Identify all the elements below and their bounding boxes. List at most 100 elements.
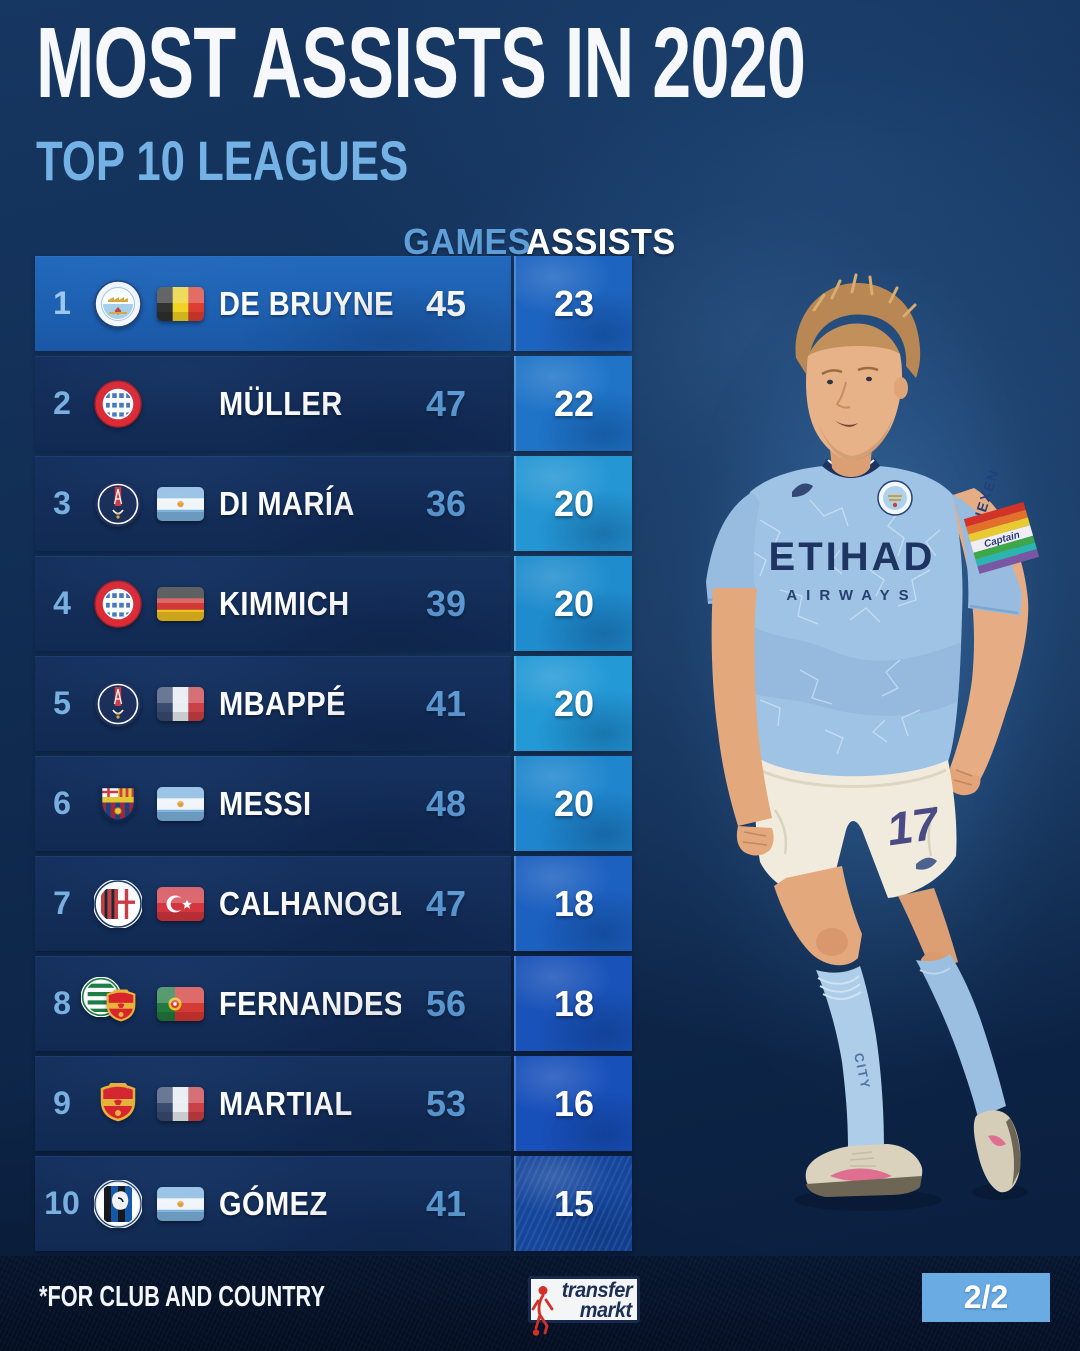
games-value: 36 xyxy=(425,482,467,524)
table-row: 10 GÓMEZ 41 15 xyxy=(35,1156,632,1251)
assists-value: 20 xyxy=(553,582,595,624)
flag-argentina-icon xyxy=(157,486,204,521)
club-logo-slot xyxy=(89,275,147,333)
shorts: 17 xyxy=(755,758,957,902)
collar xyxy=(822,458,880,478)
backdrop-glow xyxy=(664,270,1080,1120)
puma-logo-icon xyxy=(792,483,813,497)
club-logo-bayern-munich-icon xyxy=(94,579,142,628)
rank-number: 9 xyxy=(53,1085,71,1121)
table-row: 5 MBAPPÉ 41 20 xyxy=(35,656,632,751)
player-right-arm xyxy=(711,588,774,856)
rank-number: 10 xyxy=(44,1185,80,1221)
games-value: 47 xyxy=(425,882,467,924)
flag-belgium-icon xyxy=(157,286,204,321)
assists-value: 20 xyxy=(553,682,595,724)
row-main-cell: 4 KIMMICH 39 xyxy=(35,556,511,651)
assists-value: 16 xyxy=(553,1082,595,1124)
club-logo-manchester-city-icon xyxy=(94,279,142,328)
socks: CITY xyxy=(816,954,1006,1148)
club-crest-icon xyxy=(877,480,913,516)
club-logo-slot xyxy=(89,375,147,433)
player-name: GÓMEZ xyxy=(219,1184,328,1222)
club-logo-slot xyxy=(89,875,147,933)
page-subtitle: TOP 10 LEAGUES xyxy=(36,129,409,192)
row-main-cell: 6 MESSI 48 xyxy=(35,756,511,851)
rainbow-captain-armband: Captain xyxy=(963,502,1040,574)
flag-argentina-icon xyxy=(157,786,204,821)
boots xyxy=(805,1110,1021,1197)
games-value: 48 xyxy=(425,782,467,824)
assists-cell: 18 xyxy=(514,956,632,1051)
transfermarkt-logo: transfer markt xyxy=(528,1276,640,1336)
player-name: MBAPPÉ xyxy=(219,684,346,722)
flag-turkey-icon xyxy=(157,886,204,921)
player-name: DE BRUYNE xyxy=(219,284,394,322)
rank-number: 3 xyxy=(53,485,71,521)
table-row: 1 DE BRUYNE 45 23 xyxy=(35,256,632,351)
rank-number: 4 xyxy=(53,585,71,621)
games-value: 41 xyxy=(425,1182,467,1224)
assists-value: 18 xyxy=(553,882,595,924)
player-left-arm xyxy=(944,488,1029,796)
row-main-cell: 5 MBAPPÉ 41 xyxy=(35,656,511,751)
player-name: MARTIAL xyxy=(219,1084,353,1122)
rank-number: 5 xyxy=(53,685,71,721)
games-value: 45 xyxy=(425,282,467,324)
assists-cell: 20 xyxy=(514,556,632,651)
table-row: 2 MÜLLER 47 22 xyxy=(35,356,632,451)
club-logo-barcelona-icon xyxy=(94,780,142,828)
games-value: 47 xyxy=(425,382,467,424)
assists-value: 23 xyxy=(553,282,595,324)
player-photo-kevin-de-bruyne: ETIHAD AIRWAYS NEXEN Captain xyxy=(664,270,1080,1211)
table-row: 7 CALHANOGLU 47 18 xyxy=(35,856,632,951)
table-row: 6 MESSI 48 20 xyxy=(35,756,632,851)
nationality-flag-slot xyxy=(157,387,204,421)
assists-cell: 23 xyxy=(514,256,632,351)
assists-cell: 22 xyxy=(514,356,632,451)
player-legs xyxy=(774,866,958,976)
left-sleeve xyxy=(706,492,760,604)
player-name: DI MARÍA xyxy=(219,484,355,522)
assists-value: 22 xyxy=(553,382,595,424)
flag-france-icon xyxy=(157,686,204,721)
club-logo-ac-milan-icon xyxy=(94,879,142,928)
sock-label: CITY xyxy=(851,1052,873,1092)
rank-number: 2 xyxy=(53,385,71,421)
sleeve-sponsor-text: NEXEN xyxy=(970,467,1002,525)
table-row: 8 FERNANDES 56 18 xyxy=(35,956,632,1051)
footnote: *FOR CLUB AND COUNTRY xyxy=(39,1281,325,1313)
club-logo-psg-icon xyxy=(94,480,142,528)
club-logo-slot xyxy=(89,475,147,533)
assists-value: 15 xyxy=(553,1182,595,1224)
assists-cell: 20 xyxy=(514,456,632,551)
flag-france-icon xyxy=(157,1086,204,1121)
player-name: KIMMICH xyxy=(219,584,350,622)
right-sleeve xyxy=(952,494,1022,616)
player-name: MÜLLER xyxy=(219,384,343,422)
club-logo-manchester-united-icon xyxy=(94,1080,142,1128)
flag-portugal-icon xyxy=(157,986,204,1021)
jersey-sponsor-subtext: AIRWAYS xyxy=(786,587,917,604)
assists-value: 20 xyxy=(553,782,595,824)
player-name: FERNANDES xyxy=(219,984,401,1022)
player-name: MESSI xyxy=(219,784,312,822)
club-logo-slot xyxy=(89,1075,147,1133)
assists-cell: 20 xyxy=(514,656,632,751)
table-row: 4 KIMMICH 39 20 xyxy=(35,556,632,651)
table-row: 9 MARTIAL 53 16 xyxy=(35,1056,632,1151)
club-logo-slot xyxy=(89,1175,147,1233)
rank-number: 1 xyxy=(53,285,71,321)
rank-number: 8 xyxy=(53,985,71,1021)
games-value: 41 xyxy=(425,682,467,724)
club-logo-bayern-munich-icon xyxy=(94,379,142,428)
transfermarkt-player-figure-icon xyxy=(530,1285,556,1342)
jersey-crackle-pattern xyxy=(749,499,941,755)
player-name: CALHANOGLU xyxy=(219,884,401,922)
club-logo-manchester-united-icon xyxy=(101,987,141,1027)
games-value: 53 xyxy=(425,1082,467,1124)
flag-germany-icon xyxy=(157,586,204,621)
club-logo-slot xyxy=(81,975,147,1033)
rank-number: 6 xyxy=(53,785,71,821)
row-main-cell: 9 MARTIAL 53 xyxy=(35,1056,511,1151)
